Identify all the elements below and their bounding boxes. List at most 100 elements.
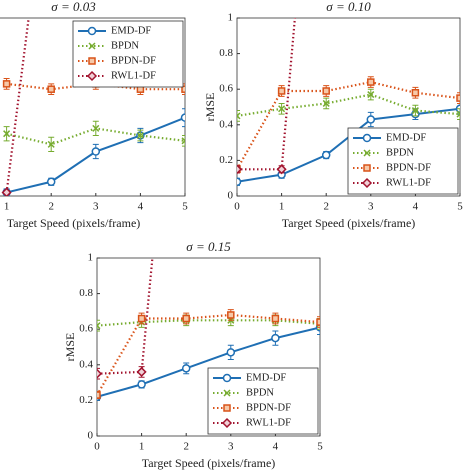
series-line	[97, 326, 320, 398]
legend-label: EMD-DF	[246, 372, 286, 383]
error-bar	[97, 319, 100, 332]
y-tick-label: 0.4	[79, 358, 93, 370]
marker	[411, 107, 419, 115]
marker	[321, 150, 331, 160]
legend-label: BPDN-DF	[246, 402, 291, 413]
x-tick-label: 0	[234, 201, 240, 213]
legend-label: EMD-DF	[111, 25, 151, 36]
marker	[137, 380, 146, 389]
marker	[316, 318, 320, 326]
legend-label: BPDN-DF	[111, 55, 156, 66]
marker	[97, 391, 101, 399]
marker	[136, 366, 147, 377]
x-tick-label: 3	[228, 441, 234, 453]
marker	[3, 130, 11, 138]
marker	[47, 140, 55, 148]
marker	[362, 133, 372, 143]
marker	[2, 80, 11, 88]
marker	[366, 115, 376, 124]
x-axis-label: Target Speed (pixels/frame)	[282, 216, 416, 230]
marker	[226, 348, 236, 357]
x-tick-label: 3	[368, 201, 374, 213]
marker	[46, 177, 56, 187]
marker	[322, 87, 330, 95]
marker	[223, 389, 231, 397]
y-axis-label: rMSE	[63, 333, 77, 362]
y-tick-label: 1	[228, 12, 234, 24]
y-tick-label: 0.8	[79, 287, 93, 299]
x-tick-label: 4	[413, 201, 419, 213]
y-tick-label: 0.8	[219, 47, 233, 59]
legend-label: EMD-DF	[386, 132, 426, 143]
marker	[87, 26, 97, 36]
y-axis-label: rMSE	[203, 93, 217, 122]
y-tick-label: 1	[88, 252, 94, 264]
y-tick-label: 0.2	[219, 154, 233, 166]
marker	[223, 404, 231, 412]
y-tick-label: 0.2	[79, 394, 93, 406]
chart-title: σ = 0.15	[186, 239, 231, 254]
x-tick-label: 5	[317, 441, 323, 453]
marker	[181, 137, 185, 145]
series-line	[237, 93, 460, 117]
error-bar	[457, 92, 460, 104]
marker	[1, 187, 12, 196]
marker	[277, 87, 286, 95]
x-tick-label: 5	[182, 201, 188, 213]
marker	[97, 368, 103, 379]
marker	[222, 373, 232, 383]
marker	[361, 177, 373, 189]
series-line	[97, 319, 320, 327]
marker	[227, 311, 235, 319]
x-tick-label: 2	[48, 201, 54, 213]
marker	[237, 177, 242, 187]
marker	[182, 314, 190, 323]
error-bar	[237, 110, 240, 122]
marker	[237, 164, 243, 175]
marker	[181, 85, 185, 93]
x-tick-label: 3	[93, 201, 99, 213]
error-bar	[182, 108, 185, 128]
marker	[367, 91, 375, 99]
marker	[367, 78, 375, 86]
marker	[88, 57, 96, 65]
legend-label: BPDN	[111, 40, 139, 51]
x-axis-label: Target Speed (pixels/frame)	[7, 216, 141, 230]
error-bar	[317, 316, 320, 328]
x-tick-label: 2	[323, 201, 329, 213]
marker	[322, 99, 330, 107]
chart-title: σ = 0.03	[51, 0, 96, 14]
series-line	[237, 80, 460, 170]
marker	[278, 105, 286, 113]
marker	[136, 131, 144, 140]
marker	[88, 42, 96, 50]
x-tick-label: 1	[279, 201, 285, 213]
marker	[411, 89, 420, 97]
x-tick-label: 4	[273, 441, 279, 453]
marker	[92, 124, 100, 132]
marker	[276, 164, 287, 175]
x-tick-label: 1	[4, 201, 10, 213]
marker	[86, 70, 98, 82]
x-tick-label: 1	[139, 441, 145, 453]
marker	[456, 94, 460, 102]
legend-label: BPDN	[246, 387, 274, 398]
y-tick-label: 0.6	[79, 323, 93, 335]
y-tick-label: 0	[228, 190, 234, 202]
legend-label: BPDN	[386, 147, 414, 158]
legend-label: RWL1-DF	[111, 70, 156, 81]
y-tick-label: 0.6	[219, 83, 233, 95]
marker	[180, 113, 185, 122]
marker	[137, 314, 146, 323]
error-bar	[182, 134, 185, 147]
error-bar	[97, 367, 100, 380]
marker	[363, 164, 371, 172]
series-layer	[237, 18, 460, 187]
error-bar	[237, 165, 240, 174]
y-tick-label: 0.4	[219, 118, 233, 130]
error-bar	[457, 108, 460, 120]
marker	[91, 147, 101, 156]
marker	[47, 85, 55, 93]
legend-label: RWL1-DF	[386, 177, 431, 188]
